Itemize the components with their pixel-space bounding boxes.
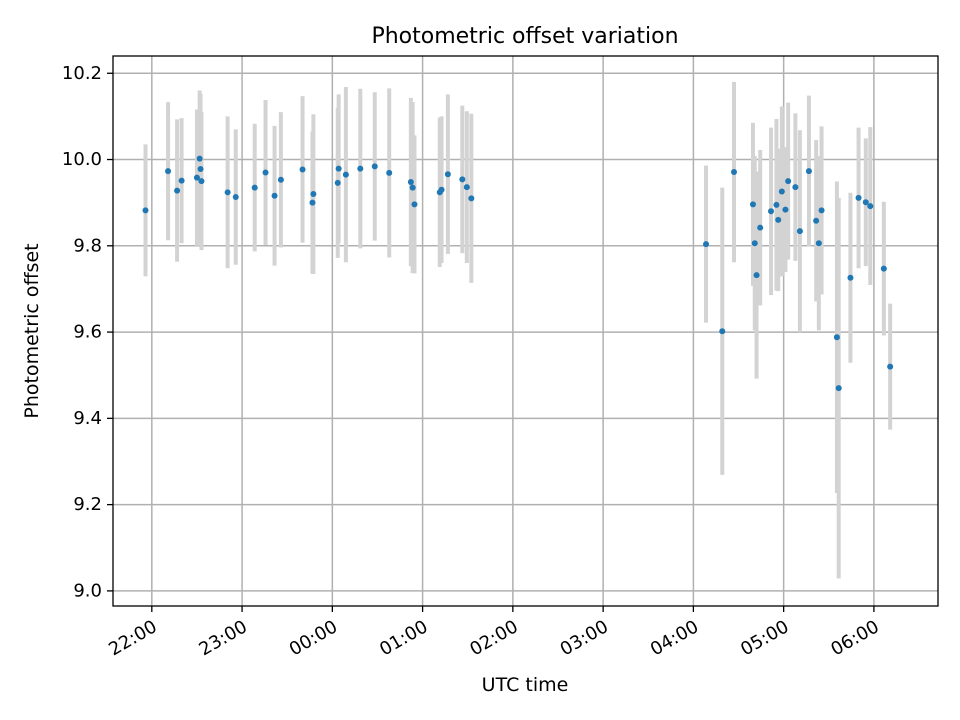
data-point [792, 184, 799, 191]
x-tick-label: 01:00 [376, 616, 431, 660]
data-point [887, 363, 894, 370]
data-point [299, 166, 306, 173]
y-tick-label: 10.0 [62, 149, 102, 170]
data-point [867, 203, 874, 210]
data-point [409, 184, 416, 191]
x-tick-label: 23:00 [196, 616, 251, 660]
data-point [310, 191, 317, 198]
data-point [855, 194, 862, 201]
y-tick-label: 10.2 [62, 63, 102, 84]
data-point [796, 228, 803, 235]
x-tick-label: 00:00 [286, 616, 341, 660]
x-tick-label: 04:00 [647, 616, 702, 660]
data-point [232, 194, 239, 201]
y-tick-label: 9.4 [73, 408, 102, 429]
data-point [165, 168, 172, 175]
data-point [178, 177, 185, 184]
data-point [444, 171, 451, 178]
x-tick-label: 03:00 [557, 616, 612, 660]
x-axis-label: UTC time [482, 674, 569, 696]
data-point [371, 163, 378, 170]
y-axis: 9.0 9.2 9.4 9.6 9.8 10.0 10.2 [62, 63, 113, 601]
chart-title: Photometric offset variation [371, 24, 678, 49]
data-point [271, 192, 278, 199]
data-point [880, 265, 887, 272]
data-point [468, 195, 475, 202]
data-point [773, 201, 780, 208]
data-point [862, 199, 869, 206]
data-point [833, 334, 840, 341]
y-tick-label: 9.8 [73, 235, 102, 256]
data-point [411, 201, 418, 208]
data-point [782, 206, 789, 213]
data-points [142, 155, 894, 392]
data-point [813, 217, 820, 224]
data-point [262, 169, 269, 176]
data-point [407, 178, 414, 185]
data-point [196, 155, 203, 162]
plot-frame [112, 55, 939, 607]
data-point [785, 178, 792, 185]
data-point [818, 207, 825, 214]
data-point [174, 187, 181, 194]
data-point [193, 174, 200, 181]
x-tick-label: 05:00 [737, 616, 792, 660]
data-point [386, 169, 393, 176]
data-point [459, 176, 466, 183]
data-point [357, 165, 364, 172]
data-point [768, 208, 775, 215]
y-tick-label: 9.0 [73, 580, 102, 601]
data-point [224, 189, 231, 196]
data-point [751, 240, 758, 247]
data-point [753, 272, 760, 279]
x-tick-label: 06:00 [827, 616, 882, 660]
x-tick-label: 02:00 [466, 616, 521, 660]
data-point [197, 166, 204, 173]
data-point [775, 216, 782, 223]
x-tick-label: 22:00 [105, 616, 160, 660]
data-point [703, 241, 710, 248]
data-point [815, 240, 822, 247]
data-point [731, 169, 738, 176]
data-point [198, 178, 205, 185]
data-point [757, 224, 764, 231]
y-axis-label: Photometric offset [21, 243, 43, 418]
data-point [335, 165, 342, 172]
data-point [251, 184, 258, 191]
data-point [334, 179, 341, 186]
data-point [142, 207, 149, 214]
data-point [847, 274, 854, 281]
data-point [277, 176, 284, 183]
y-tick-label: 9.2 [73, 494, 102, 515]
data-point [805, 168, 812, 175]
data-point [463, 184, 470, 191]
data-point [719, 328, 726, 335]
data-point [309, 199, 316, 206]
data-point [835, 385, 842, 392]
x-axis: 22:00 23:00 00:00 01:00 02:00 03:00 04:00 05:00… [105, 606, 883, 660]
data-point [749, 201, 756, 208]
y-tick-label: 9.6 [73, 322, 102, 343]
data-point [438, 186, 445, 193]
data-point [342, 171, 349, 178]
data-point [778, 188, 785, 195]
